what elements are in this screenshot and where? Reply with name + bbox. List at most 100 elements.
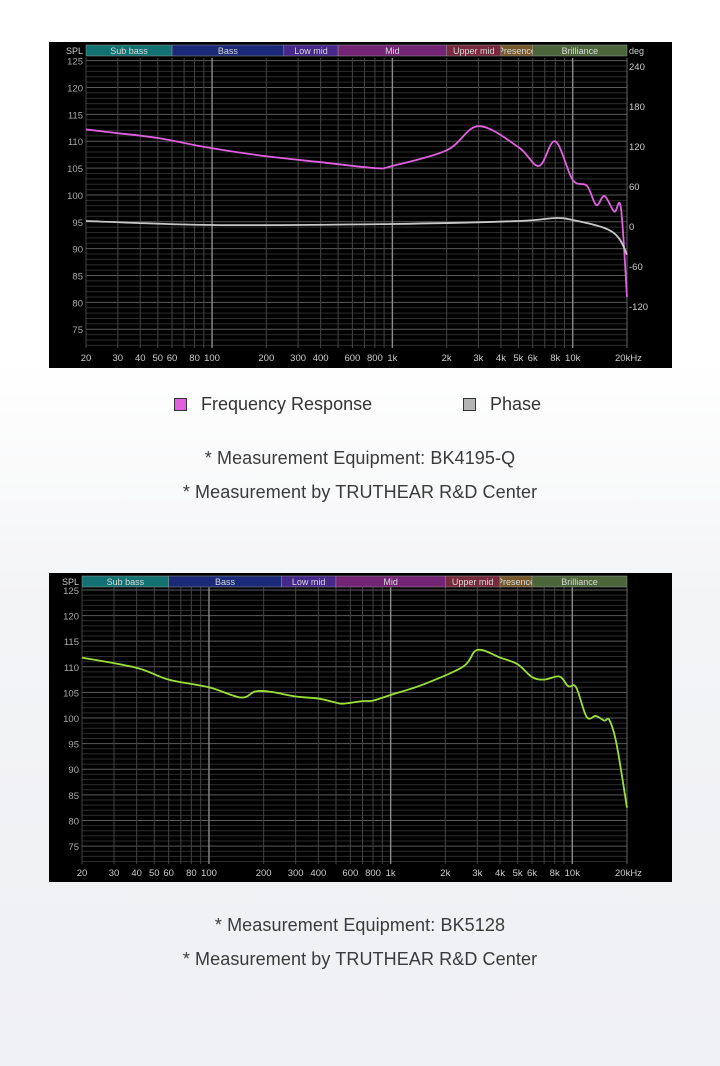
x-tick-label: 100 — [201, 868, 217, 879]
band-label: Sub bass — [110, 46, 148, 56]
x-tick-label: 20 — [81, 353, 92, 364]
legend-item-phase: Phase — [463, 394, 541, 415]
frequency-response-line — [81, 648, 628, 808]
band-label: Low mid — [292, 577, 326, 587]
band-label: Low mid — [294, 46, 328, 56]
x-tick-label: 2k — [440, 868, 450, 879]
legend-swatch-gray — [463, 398, 476, 411]
y-tick-label: 115 — [64, 637, 79, 648]
y-tick-label: 100 — [67, 191, 83, 202]
x-tick-label: 800 — [365, 868, 381, 879]
y-tick-label: 120 — [63, 612, 79, 623]
y2-tick-label: 0 — [629, 222, 634, 233]
y-tick-label: 90 — [72, 245, 83, 256]
x-tick-label: 60 — [167, 353, 178, 364]
frequency-response-chart: Sub bass Bass Low mid Mid Upper mid Presence B… — [49, 573, 672, 882]
x-tick-label: 10k — [565, 868, 581, 879]
y-tick-label: 75 — [68, 842, 79, 853]
x-tick-label: 40 — [135, 353, 146, 364]
x-tick-label: 600 — [344, 353, 360, 364]
caption-measured-by: * Measurement by TRUTHEAR R&D Center — [182, 949, 538, 969]
y-tick-label: 90 — [68, 765, 79, 776]
y-tick-label: 120 — [67, 84, 83, 95]
y2-tick-label: 60 — [629, 182, 640, 193]
band-brilliance — [532, 44, 628, 57]
x-tick-label: 300 — [290, 353, 306, 364]
x-tick-label: 200 — [258, 353, 274, 364]
phase-line — [85, 217, 628, 256]
x-tick-label: 30 — [109, 868, 120, 879]
x-tick-label: 400 — [310, 868, 326, 879]
x-tick-label: 800 — [367, 353, 383, 364]
band-label: Sub bass — [107, 577, 145, 587]
chart-svg: Sub bass Bass Low mid Mid Upper mid Presence B… — [66, 44, 648, 364]
x-tick-label: 6k — [528, 353, 538, 364]
y-tick-label: 100 — [63, 714, 79, 725]
y-tick-label: 95 — [72, 218, 83, 229]
x-tick-label: 100 — [204, 353, 220, 364]
x-tick-label: 50 — [149, 868, 160, 879]
chart-svg: Sub bass Bass Low mid Mid Upper mid Presence B… — [62, 575, 642, 879]
legend-label: Frequency Response — [201, 394, 373, 414]
frequency-response-phase-chart: Sub bass Bass Low mid Mid Upper mid Presence B… — [49, 42, 672, 368]
x-tick-label: 20 — [77, 868, 88, 879]
band-label: Bass — [215, 577, 236, 587]
x-tick-label: 8k — [550, 353, 560, 364]
y-tick-label: 110 — [64, 663, 79, 674]
caption-equipment: * Measurement Equipment: BK5128 — [214, 915, 506, 935]
band-label: Mid — [385, 46, 400, 56]
band-label: Presence — [498, 46, 536, 56]
y-tick-label: 115 — [68, 110, 83, 121]
y-axis-label: SPL — [62, 577, 79, 587]
caption-measured-by: * Measurement by TRUTHEAR R&D Center — [182, 482, 538, 502]
y-tick-label: 95 — [68, 740, 79, 751]
x-tick-label: 60 — [163, 868, 174, 879]
x-tick-label: 80 — [186, 868, 197, 879]
x-tick-label: 20kHz — [615, 353, 642, 364]
x-tick-label: 200 — [256, 868, 272, 879]
y-tick-label: 125 — [67, 57, 83, 68]
legend-item-frequency-response: Frequency Response — [174, 394, 372, 415]
band-label: Mid — [383, 577, 398, 587]
x-tick-label: 6k — [527, 868, 537, 879]
y-tick-label: 75 — [72, 325, 83, 336]
band-label: Brilliance — [562, 46, 599, 56]
y-tick-label: 105 — [63, 688, 79, 699]
x-tick-label: 1k — [386, 868, 396, 879]
x-tick-label: 3k — [473, 353, 483, 364]
band-label: Brilliance — [561, 577, 598, 587]
x-tick-label: 5k — [513, 353, 523, 364]
x-tick-label: 10k — [565, 353, 581, 364]
band-label: Presence — [497, 577, 535, 587]
y-axis-label: SPL — [66, 46, 83, 56]
y-tick-label: 85 — [72, 272, 83, 283]
x-tick-label: 2k — [442, 353, 452, 364]
y2-tick-label: 120 — [629, 142, 645, 153]
y-tick-label: 110 — [68, 137, 83, 148]
y-tick-label: 105 — [67, 164, 83, 175]
y-tick-label: 125 — [63, 586, 79, 597]
x-tick-label: 30 — [112, 353, 123, 364]
y2-axis-label: deg — [629, 46, 644, 56]
band-brilliance — [531, 575, 628, 588]
y2-tick-label: 180 — [629, 102, 645, 113]
x-tick-label: 3k — [472, 868, 482, 879]
x-tick-label: 4k — [496, 353, 506, 364]
band-label: Bass — [218, 46, 239, 56]
y-tick-label: 80 — [72, 298, 83, 309]
x-tick-label: 400 — [313, 353, 329, 364]
x-tick-label: 40 — [131, 868, 142, 879]
caption-equipment: * Measurement Equipment: BK4195-Q — [204, 448, 516, 468]
x-tick-label: 1k — [387, 353, 397, 364]
y2-tick-label: -120 — [629, 302, 648, 313]
y2-tick-label: -60 — [629, 262, 643, 273]
x-tick-label: 8k — [550, 868, 560, 879]
legend-label: Phase — [490, 394, 542, 414]
band-label: Upper mid — [452, 577, 494, 587]
chart-legend: Frequency Response Phase — [0, 394, 720, 418]
x-tick-label: 4k — [495, 868, 505, 879]
y-tick-label: 85 — [68, 791, 79, 802]
x-tick-label: 300 — [288, 868, 304, 879]
legend-swatch-pink — [174, 398, 187, 411]
x-tick-label: 50 — [152, 353, 163, 364]
